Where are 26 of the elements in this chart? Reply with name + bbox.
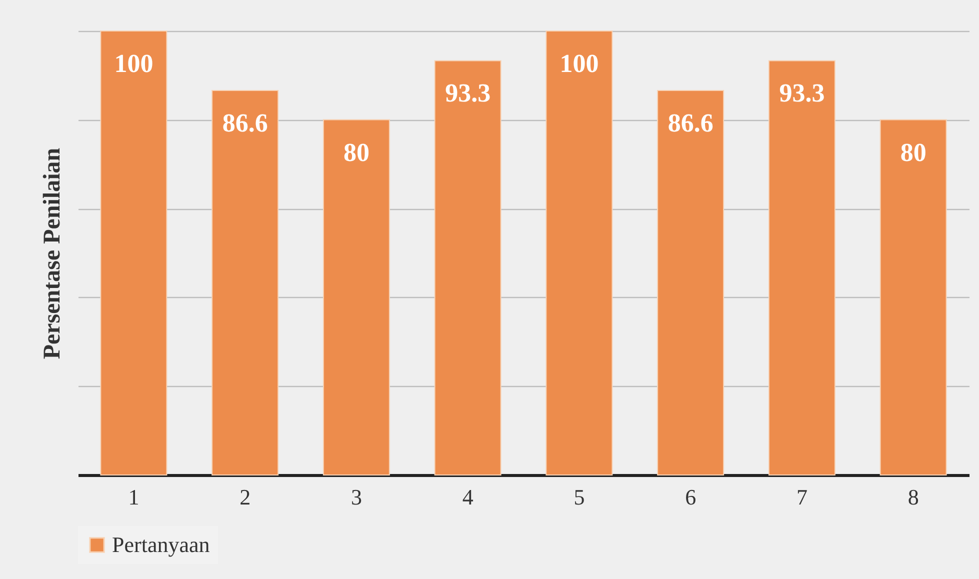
data-label: 80	[900, 138, 926, 167]
bar	[434, 60, 502, 476]
x-tick-label: 6	[685, 484, 696, 510]
x-tick-label: 8	[908, 484, 919, 510]
data-label: 100	[114, 49, 154, 78]
x-tick-label: 3	[350, 484, 362, 510]
bar	[100, 30, 168, 476]
bar	[880, 119, 947, 476]
x-tick-label: 4	[462, 484, 474, 510]
x-tick-label: 7	[796, 484, 808, 510]
bar	[546, 30, 613, 476]
x-tick-label: 1	[128, 484, 140, 510]
y-axis-title: Persentase Penilaian	[40, 148, 66, 360]
data-label: 80	[343, 138, 370, 167]
data-label: 93.3	[779, 78, 825, 108]
legend-label: Pertanyaan	[112, 532, 210, 557]
bar	[768, 60, 836, 476]
bar	[657, 90, 724, 476]
x-tick-label: 2	[240, 484, 251, 510]
data-label: 93.3	[445, 78, 491, 108]
data-label: 86.6	[668, 108, 714, 138]
data-label: 100	[560, 49, 599, 78]
bar	[212, 90, 279, 476]
data-label: 86.6	[222, 108, 268, 138]
x-tick-label: 5	[574, 484, 585, 510]
bar	[322, 119, 390, 476]
